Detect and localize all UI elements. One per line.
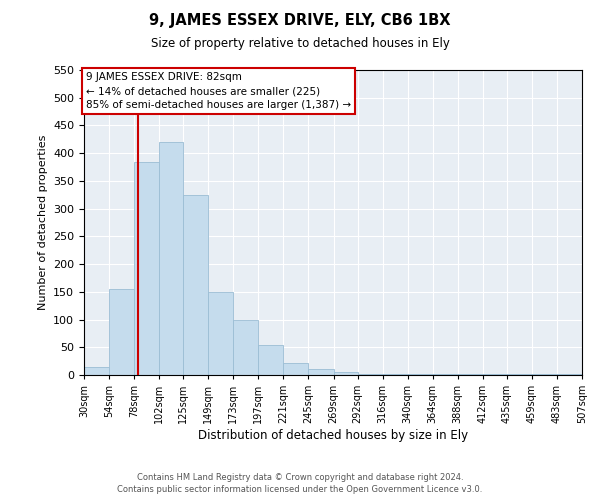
Bar <box>183 195 208 375</box>
Bar <box>483 374 507 375</box>
Bar <box>458 374 483 375</box>
Text: 9 JAMES ESSEX DRIVE: 82sqm
← 14% of detached houses are smaller (225)
85% of sem: 9 JAMES ESSEX DRIVE: 82sqm ← 14% of deta… <box>86 72 351 110</box>
Bar <box>134 162 159 375</box>
Bar <box>383 374 407 375</box>
Bar <box>433 374 458 375</box>
Bar <box>84 366 109 375</box>
Bar <box>358 374 383 375</box>
Bar <box>532 374 557 375</box>
Bar <box>109 289 134 375</box>
Bar <box>334 372 358 375</box>
Bar <box>233 320 259 375</box>
Text: Contains HM Land Registry data © Crown copyright and database right 2024.: Contains HM Land Registry data © Crown c… <box>137 472 463 482</box>
Y-axis label: Number of detached properties: Number of detached properties <box>38 135 47 310</box>
Bar <box>283 363 308 375</box>
Text: 9, JAMES ESSEX DRIVE, ELY, CB6 1BX: 9, JAMES ESSEX DRIVE, ELY, CB6 1BX <box>149 12 451 28</box>
Bar <box>208 292 233 375</box>
Bar <box>557 374 582 375</box>
X-axis label: Distribution of detached houses by size in Ely: Distribution of detached houses by size … <box>198 429 468 442</box>
Text: Contains public sector information licensed under the Open Government Licence v3: Contains public sector information licen… <box>118 485 482 494</box>
Text: Size of property relative to detached houses in Ely: Size of property relative to detached ho… <box>151 38 449 51</box>
Bar <box>407 374 433 375</box>
Bar <box>308 370 334 375</box>
Bar <box>507 374 532 375</box>
Bar <box>259 344 283 375</box>
Bar <box>159 142 183 375</box>
